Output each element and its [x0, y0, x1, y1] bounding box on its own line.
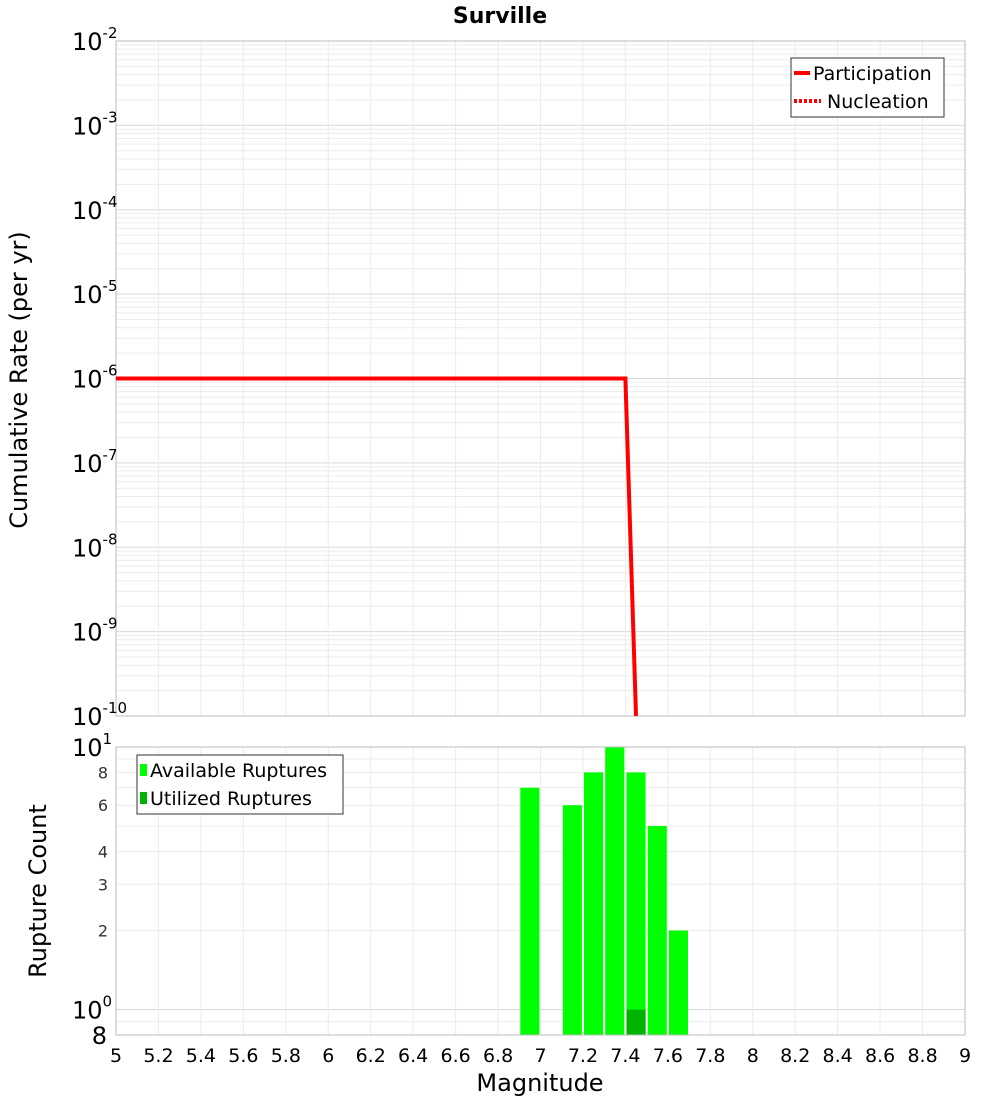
lower-y-tick-label: 8 — [98, 763, 108, 782]
upper-y-tick-label: 10-2 — [72, 24, 118, 56]
legend-participation-label: Participation — [813, 63, 932, 85]
lower-y-tick-label: 101 — [72, 730, 112, 762]
legend-available-label: Available Ruptures — [150, 760, 327, 782]
x-tick-label: 7.6 — [653, 1045, 683, 1067]
x-tick-label: 8.8 — [907, 1045, 937, 1067]
x-tick-label: 6.4 — [398, 1045, 428, 1067]
upper-y-tick-label: 10-4 — [72, 193, 118, 225]
available-ruptures-bar — [584, 772, 604, 1035]
available-ruptures-bar — [668, 930, 688, 1035]
upper-y-tick-label: 10-9 — [72, 615, 118, 647]
upper-y-tick-label: 10-6 — [72, 362, 118, 394]
upper-y-tick-label: 10-10 — [72, 699, 127, 731]
available-ruptures-bar — [605, 747, 625, 1035]
utilized-ruptures-bar — [626, 1009, 646, 1035]
lower-legend-box — [136, 754, 344, 815]
series-line-nucleation — [116, 377, 637, 717]
lower-y-tick-label: 2 — [98, 922, 108, 941]
upper-y-tick-label: 10-5 — [72, 277, 118, 309]
lower-bars — [520, 747, 688, 1035]
x-tick-label: 7.8 — [695, 1045, 725, 1067]
x-tick-label: 6.6 — [440, 1045, 470, 1067]
x-tick-labels: 5 5.2 5.4 5.6 5.8 6 6.2 6.4 6.6 6.8 7 7.2 7.4 7.6 7.8 8… — [110, 1045, 971, 1067]
x-tick-label: 6.8 — [483, 1045, 513, 1067]
x-axis-label: Magnitude — [476, 1069, 603, 1097]
upper-legend-box — [790, 57, 945, 118]
x-tick-label: 5.6 — [228, 1045, 258, 1067]
legend-available-swatch — [140, 764, 147, 776]
legend-utilized-swatch — [140, 792, 147, 804]
x-tick-label: 6.2 — [356, 1045, 386, 1067]
lower-y-axis-label: Rupture Count — [24, 804, 52, 978]
lower-y-tick-label: 8 — [92, 1022, 107, 1050]
x-tick-label: 5.4 — [186, 1045, 216, 1067]
upper-series — [116, 376, 638, 717]
x-tick-label: 5.8 — [271, 1045, 301, 1067]
lower-plot-border — [115, 746, 966, 1036]
upper-y-axis-label: Cumulative Rate (per yr) — [5, 231, 33, 529]
x-tick-label: 5.2 — [143, 1045, 173, 1067]
x-tick-label: 8.4 — [823, 1045, 853, 1067]
x-tick-label: 7 — [534, 1045, 546, 1067]
x-tick-label: 5 — [110, 1045, 122, 1067]
available-ruptures-bar — [562, 805, 582, 1035]
upper-y-tick-label: 10-3 — [72, 108, 118, 140]
available-ruptures-bar — [626, 772, 646, 1035]
lower-y-tick-label: 100 — [72, 993, 112, 1025]
upper-legend: Participation Nucleation — [790, 57, 945, 118]
lower-legend: Available Ruptures Utilized Ruptures — [136, 754, 344, 815]
available-ruptures-bar — [647, 826, 667, 1035]
x-tick-label: 8 — [747, 1045, 759, 1067]
x-tick-label: 6 — [322, 1045, 334, 1067]
x-tick-label: 7.2 — [568, 1045, 598, 1067]
legend-utilized-label: Utilized Ruptures — [150, 788, 312, 810]
lower-y-tick-label: 3 — [98, 875, 108, 894]
x-tick-label: 9 — [959, 1045, 971, 1067]
available-ruptures-bar — [520, 787, 540, 1035]
lower-y-tick-label: 4 — [98, 842, 108, 861]
upper-plot: 10-2 10-3 10-4 10-5 10-6 10-7 10-8 10-9 10-10 Cu… — [5, 24, 966, 731]
chart-title: Surville — [453, 4, 547, 29]
upper-y-tick-label: 10-8 — [72, 530, 118, 562]
x-tick-label: 7.4 — [610, 1045, 640, 1067]
upper-y-tick-label: 10-7 — [72, 446, 118, 478]
upper-y-tick-labels: 10-2 10-3 10-4 10-5 10-6 10-7 10-8 10-9 10-10 — [72, 24, 127, 731]
legend-nucleation-label: Nucleation — [827, 91, 929, 113]
x-tick-label: 8.6 — [865, 1045, 895, 1067]
lower-y-tick-label: 6 — [98, 796, 108, 815]
x-tick-label: 8.2 — [780, 1045, 810, 1067]
